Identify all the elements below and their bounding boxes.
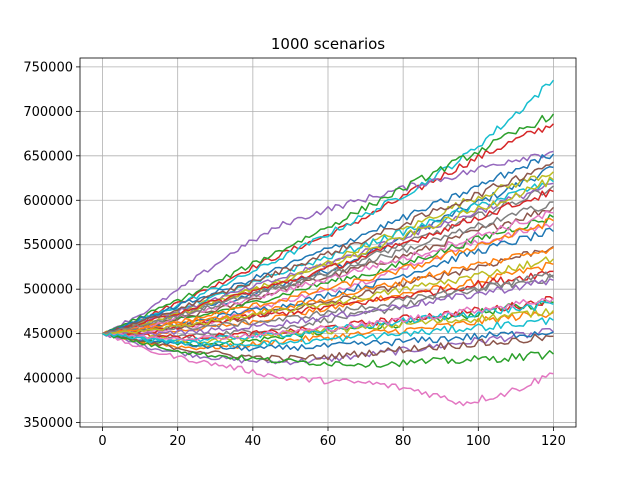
scenario-line	[102, 307, 555, 344]
scenario-line	[102, 161, 554, 335]
x-tick-label: 120	[541, 434, 566, 449]
y-tick-label: 450000	[23, 327, 73, 342]
scenario-line	[102, 271, 554, 335]
x-tick-label: 60	[320, 434, 337, 449]
y-tick-label: 600000	[23, 194, 73, 209]
scenario-line	[102, 210, 554, 335]
y-tick-label: 400000	[23, 372, 73, 387]
y-tick-label: 650000	[23, 149, 73, 164]
scenario-line	[102, 79, 555, 335]
scenario-line	[102, 150, 554, 335]
axes: 0 20 40 60 80 100 120 350000 400000 450000 500000 5…	[23, 57, 577, 449]
scenario-line	[102, 153, 555, 335]
scenario-line	[102, 256, 555, 336]
x-tick-label: 0	[98, 434, 106, 449]
scenario-line	[102, 113, 555, 335]
scenario-line	[102, 297, 555, 342]
scenario-line	[102, 246, 554, 335]
scenario-line	[102, 201, 554, 335]
scenario-line	[102, 295, 554, 340]
grid	[80, 58, 576, 427]
y-tick-label: 350000	[23, 416, 73, 431]
scenario-line	[102, 189, 554, 335]
scenario-line	[102, 332, 554, 407]
x-tick-label: 20	[169, 434, 186, 449]
x-tick-label: 40	[245, 434, 262, 449]
series-lines	[102, 79, 555, 407]
scenario-line	[102, 299, 554, 347]
y-tick-label: 550000	[23, 238, 73, 253]
scenario-line	[102, 332, 554, 362]
y-tick-label: 500000	[23, 283, 73, 298]
y-tick-label: 750000	[23, 60, 73, 75]
scenario-line	[102, 217, 554, 335]
x-tick-label: 100	[466, 434, 491, 449]
y-tick-label: 700000	[23, 105, 73, 120]
scenario-line	[102, 330, 554, 352]
scenario-line	[102, 317, 554, 348]
x-tick-label: 80	[395, 434, 412, 449]
scenario-line	[102, 278, 554, 337]
scenario-line	[102, 332, 554, 368]
scenario-line	[102, 261, 554, 337]
scenario-line	[102, 270, 554, 336]
chart-title: 1000 scenarios	[271, 35, 385, 53]
